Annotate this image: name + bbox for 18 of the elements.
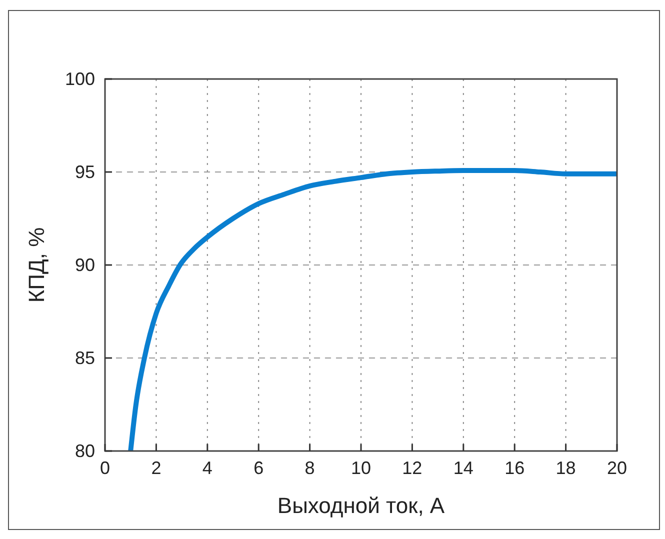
x-tick-label: 8 (304, 458, 315, 478)
x-tick-label: 4 (202, 458, 212, 478)
y-axis-title: КПД, % (24, 227, 49, 303)
y-tick-label: 100 (64, 69, 95, 89)
y-tick-label: 95 (74, 162, 95, 182)
x-axis-title: Выходной ток, А (277, 493, 445, 518)
x-tick-label: 10 (350, 458, 372, 478)
x-tick-label: 12 (402, 458, 422, 478)
x-tick-label: 2 (151, 458, 162, 478)
x-tick-label: 18 (556, 458, 576, 478)
x-tick-label: 0 (100, 458, 110, 478)
x-tick-label: 14 (453, 458, 474, 478)
x-tick-label: 16 (504, 458, 525, 478)
y-tick-label: 80 (74, 441, 95, 461)
y-tick-label: 90 (74, 255, 95, 275)
x-tick-label: 6 (254, 458, 264, 478)
x-tick-label: 20 (606, 458, 628, 478)
y-tick-label: 85 (74, 348, 95, 368)
